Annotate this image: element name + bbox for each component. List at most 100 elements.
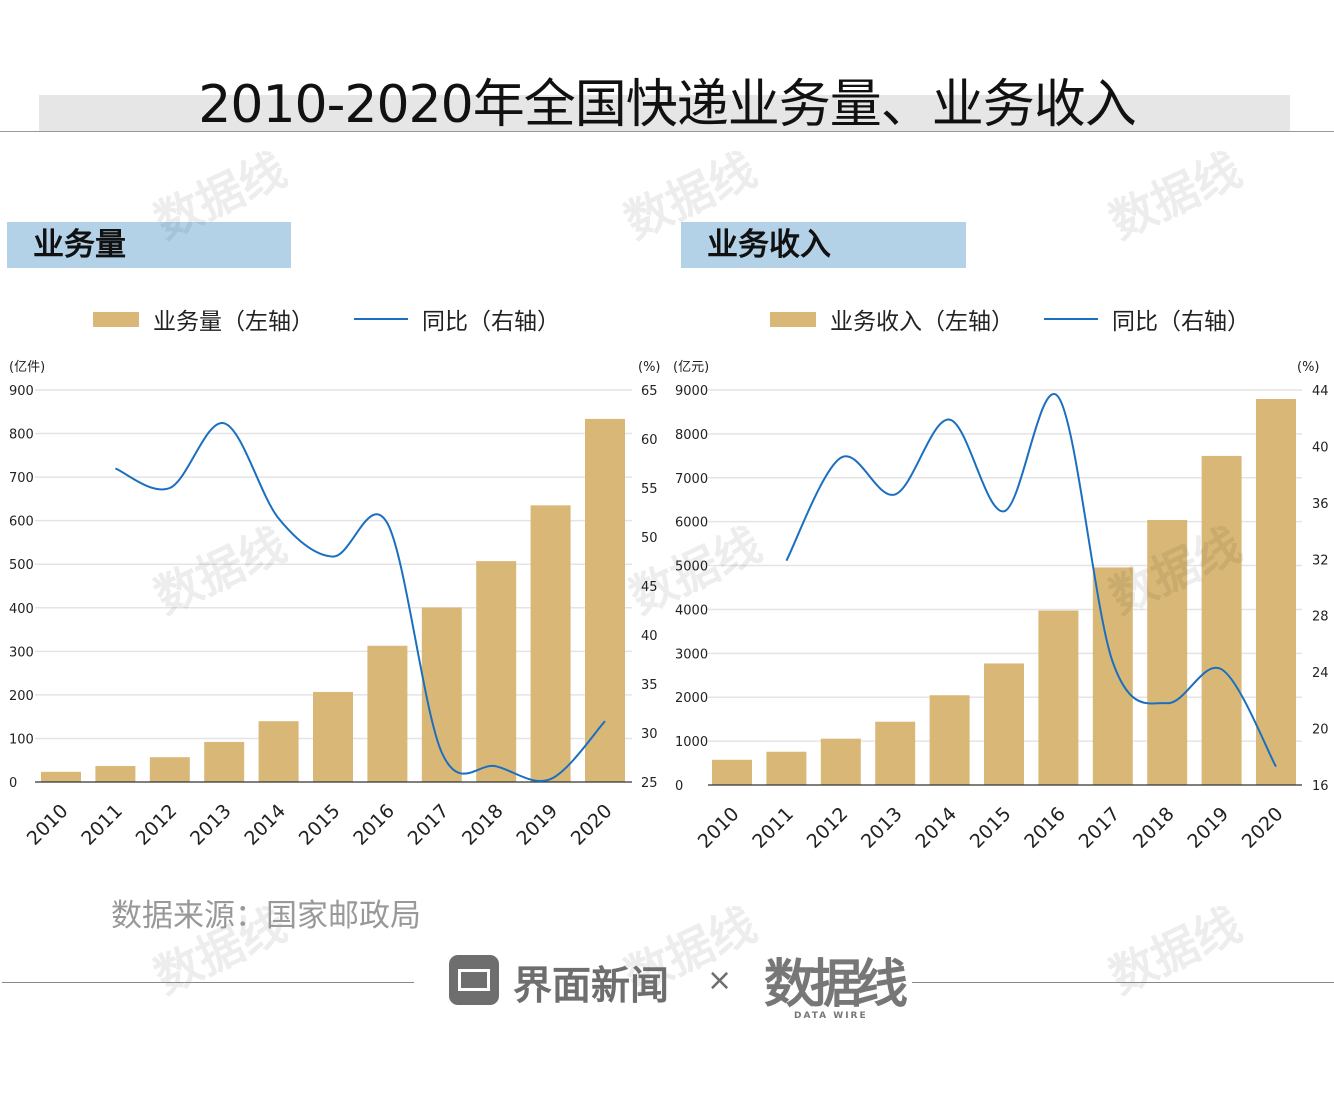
y-tick-left: 700 bbox=[9, 471, 34, 486]
bar-2017 bbox=[421, 607, 462, 782]
x-tick-label: 2020 bbox=[1238, 803, 1288, 853]
x-tick-label: 2010 bbox=[694, 803, 744, 853]
y-tick-right: 40 bbox=[641, 629, 658, 644]
footer-rule-right bbox=[912, 982, 1334, 983]
legend-line-label: 同比（右轴） bbox=[1112, 309, 1250, 335]
legend-line-label: 同比（右轴） bbox=[422, 309, 560, 335]
y-tick-left: 9000 bbox=[675, 384, 708, 399]
y-tick-left: 100 bbox=[9, 732, 34, 747]
x-tick-label: 2015 bbox=[295, 800, 345, 850]
y-tick-left: 300 bbox=[9, 645, 34, 660]
section-title-revenue: 业务收入 bbox=[681, 222, 966, 268]
x-tick-label: 2010 bbox=[23, 800, 73, 850]
y-tick-right: 30 bbox=[641, 727, 658, 742]
y-tick-left: 8000 bbox=[675, 428, 708, 443]
bar-2020 bbox=[1256, 398, 1296, 785]
jiemian-logo-icon bbox=[449, 955, 499, 1005]
y-tick-right: 24 bbox=[1312, 666, 1329, 681]
y-axis-label-right: (%) bbox=[1297, 360, 1320, 375]
x-tick-label: 2016 bbox=[1020, 803, 1070, 853]
y-tick-left: 4000 bbox=[675, 603, 708, 618]
x-tick-label: 2016 bbox=[349, 800, 399, 850]
y-tick-right: 16 bbox=[1312, 779, 1329, 794]
bar-2015 bbox=[984, 663, 1024, 785]
y-tick-left: 200 bbox=[9, 689, 34, 704]
y-tick-right: 28 bbox=[1312, 610, 1329, 625]
x-tick-label: 2012 bbox=[803, 803, 853, 853]
y-tick-right: 50 bbox=[641, 531, 658, 546]
y-tick-left: 3000 bbox=[675, 647, 708, 662]
y-axis-label-right: (%) bbox=[638, 360, 661, 375]
y-tick-right: 32 bbox=[1312, 553, 1329, 568]
y-tick-left: 500 bbox=[9, 558, 34, 573]
y-tick-left: 1000 bbox=[675, 735, 708, 750]
yoy-line bbox=[114, 422, 606, 782]
x-tick-label: 2014 bbox=[240, 800, 290, 850]
x-tick-label: 2015 bbox=[966, 803, 1016, 853]
bar-2013 bbox=[204, 741, 245, 782]
y-tick-left: 2000 bbox=[675, 691, 708, 706]
brand-jiemian: 界面新闻 bbox=[513, 964, 670, 1009]
y-axis-label-left: (亿元) bbox=[673, 360, 709, 375]
y-tick-right: 55 bbox=[641, 482, 658, 497]
y-tick-right: 35 bbox=[641, 678, 658, 693]
title-divider bbox=[0, 131, 1334, 132]
bar-2014 bbox=[258, 721, 299, 782]
x-tick-label: 2019 bbox=[512, 800, 562, 850]
footer-rule-left bbox=[2, 982, 414, 983]
y-tick-left: 800 bbox=[9, 428, 34, 443]
y-tick-left: 5000 bbox=[675, 560, 708, 575]
legend-bar-label: 业务收入（左轴） bbox=[830, 309, 1014, 335]
bar-2011 bbox=[95, 766, 136, 782]
x-tick-label: 2013 bbox=[857, 803, 907, 853]
y-tick-left: 600 bbox=[9, 515, 34, 530]
bar-2012 bbox=[149, 757, 190, 782]
y-tick-left: 900 bbox=[9, 384, 34, 399]
legend-bar-swatch bbox=[770, 311, 816, 327]
x-tick-label: 2011 bbox=[748, 803, 798, 853]
yoy-line bbox=[785, 393, 1277, 768]
times-sign: × bbox=[707, 963, 733, 998]
bar-2012 bbox=[820, 738, 861, 785]
bar-2020 bbox=[585, 418, 625, 782]
page-title: 2010-2020年全国快递业务量、业务收入 bbox=[198, 75, 1136, 135]
bar-2018 bbox=[476, 561, 517, 782]
x-tick-label: 2017 bbox=[404, 800, 454, 850]
x-tick-label: 2017 bbox=[1075, 803, 1125, 853]
bar-2015 bbox=[313, 691, 353, 782]
y-tick-right: 44 bbox=[1312, 384, 1329, 399]
y-tick-left: 6000 bbox=[675, 516, 708, 531]
y-tick-right: 25 bbox=[641, 776, 658, 791]
x-tick-label: 2013 bbox=[186, 800, 236, 850]
bar-2014 bbox=[929, 695, 970, 785]
bar-2016 bbox=[1038, 610, 1079, 785]
legend-line-swatch bbox=[1044, 318, 1098, 320]
y-tick-right: 36 bbox=[1312, 497, 1329, 512]
bar-2019 bbox=[1201, 455, 1242, 785]
bar-2011 bbox=[766, 751, 807, 785]
bar-2018 bbox=[1147, 519, 1188, 785]
x-tick-label: 2018 bbox=[458, 800, 508, 850]
data-source: 数据来源：国家邮政局 bbox=[111, 898, 421, 934]
y-tick-left: 7000 bbox=[675, 472, 708, 487]
y-tick-right: 60 bbox=[641, 433, 658, 448]
x-tick-label: 2012 bbox=[132, 800, 182, 850]
x-tick-label: 2018 bbox=[1129, 803, 1179, 853]
bar-2013 bbox=[875, 721, 916, 785]
y-axis-label-left: (亿件) bbox=[9, 360, 45, 375]
y-tick-left: 400 bbox=[9, 602, 34, 617]
section-title-volume: 业务量 bbox=[7, 222, 291, 268]
legend-volume: 业务量（左轴） 同比（右轴） bbox=[93, 302, 560, 336]
y-tick-right: 65 bbox=[641, 384, 658, 399]
legend-revenue: 业务收入（左轴） 同比（右轴） bbox=[770, 302, 1250, 336]
title-band bbox=[39, 95, 1290, 132]
bar-2010 bbox=[41, 771, 81, 782]
brand-datawire-sub: DATA WIRE bbox=[794, 1011, 868, 1021]
bar-2019 bbox=[530, 505, 571, 782]
legend-line-swatch bbox=[354, 318, 408, 320]
x-tick-label: 2011 bbox=[77, 800, 127, 850]
bar-2016 bbox=[367, 645, 408, 782]
legend-bar-swatch bbox=[93, 311, 139, 327]
